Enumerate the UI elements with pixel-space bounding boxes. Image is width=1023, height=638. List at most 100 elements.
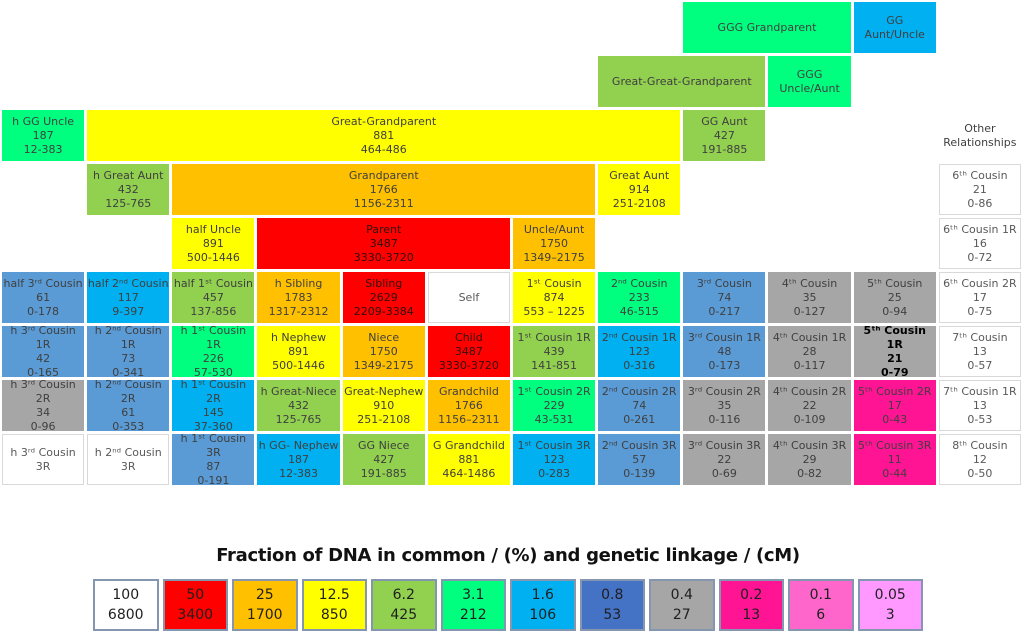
cell-avg: 57 xyxy=(632,452,647,466)
cell-7-cousin: 7ᵗʰ Cousin 13 0-57 xyxy=(938,326,1021,377)
cell-label: Grandparent xyxy=(348,168,419,182)
cell-label: h 3ʳᵈ Cousin 1R xyxy=(10,326,76,351)
legend-percent: 25 xyxy=(255,587,274,603)
legend-percent: 12.5 xyxy=(318,587,350,603)
cell-avg: 432 xyxy=(288,398,310,412)
cell-range: 0-72 xyxy=(967,250,993,264)
cell-label: h Great-Niece xyxy=(260,384,337,398)
cell-range: 0-283 xyxy=(538,466,571,480)
cell-range: 553 – 1225 xyxy=(523,304,585,318)
cell-label: Sibling xyxy=(365,276,403,290)
cell-sibling: Sibling 2629 2209-3384 xyxy=(342,272,425,323)
cell-avg: 16 xyxy=(972,236,987,250)
cell-gg-aunt-uncle: GG Aunt/Uncle xyxy=(853,2,936,53)
cell-label: 5ᵗʰ Cousin 2R xyxy=(858,384,932,398)
cell-label: 1ˢᵗ Cousin xyxy=(526,276,582,290)
cell-avg: 187 xyxy=(288,452,310,466)
cell-avg: 1750 xyxy=(369,344,398,358)
legend-cm: 13 xyxy=(742,607,761,623)
legend-swatch-0.05pct: 0.05 3 xyxy=(857,579,923,631)
cell-label: 1ˢᵗ Cousin 2R xyxy=(517,384,591,398)
cell-avg: 73 xyxy=(121,351,136,365)
cell-h-gg-uncle: h GG Uncle 187 12-383 xyxy=(2,110,85,161)
legend-percent: 6.2 xyxy=(392,587,415,603)
cell-label: h 1ˢᵗ Cousin 2R xyxy=(180,380,247,405)
cell-label: Great-Nephew xyxy=(344,384,424,398)
cell-h-2-cousin-2r: h 2ⁿᵈ Cousin 2R 61 0-353 xyxy=(87,380,170,431)
legend-percent: 0.05 xyxy=(874,587,906,603)
cell-self: Self xyxy=(427,272,510,323)
cell-range: 2209-3384 xyxy=(353,304,414,318)
cell-range: 125-765 xyxy=(105,196,152,210)
cell-label: 1ˢᵗ Cousin 3R xyxy=(517,438,591,452)
cell-avg: 874 xyxy=(543,290,565,304)
cell-range: 125-765 xyxy=(275,412,322,426)
cell-half-uncle: half Uncle 891 500-1446 xyxy=(172,218,255,269)
cell-label: 6ᵗʰ Cousin xyxy=(952,168,1008,182)
cell-label: h 3ʳᵈ Cousin 3R xyxy=(10,445,76,473)
cell-label: 3ʳᵈ Cousin 2R xyxy=(687,384,761,398)
cell-range: 0-57 xyxy=(967,358,993,372)
legend-percent: 0.4 xyxy=(670,587,693,603)
cell-avg: 42 xyxy=(36,351,51,365)
cell-range: 0-217 xyxy=(708,304,741,318)
cell-range: 0-261 xyxy=(623,412,656,426)
cell-range: 1156–2311 xyxy=(438,412,500,426)
cell-avg: 910 xyxy=(373,398,395,412)
cell-avg: 427 xyxy=(713,128,735,142)
cell-avg: 74 xyxy=(717,290,732,304)
cell-range: 0-50 xyxy=(967,466,993,480)
cell-avg: 1766 xyxy=(454,398,483,412)
cell-range: 0-316 xyxy=(623,358,656,372)
cell-range: 500-1446 xyxy=(186,250,240,264)
cell-range: 0-44 xyxy=(882,466,908,480)
legend-percent: 1.6 xyxy=(531,587,554,603)
cell-label: 3ʳᵈ Cousin 3R xyxy=(687,438,761,452)
cell-avg: 891 xyxy=(288,344,310,358)
cell-avg: 881 xyxy=(458,452,480,466)
cell-range: 0-173 xyxy=(708,358,741,372)
cell-other-relationships: Other Relationships xyxy=(939,110,1021,161)
cell-range: 464-1486 xyxy=(442,466,496,480)
cell-avg: 226 xyxy=(202,351,224,365)
cell-avg: 28 xyxy=(802,344,817,358)
legend-swatch-25pct: 25 1700 xyxy=(232,579,298,631)
cell-label: Great Aunt xyxy=(609,168,670,182)
cell-h-2-cousin-1r: h 2ⁿᵈ Cousin 1R 73 0-341 xyxy=(87,326,170,377)
cell-label: 2ⁿᵈ Cousin 3R xyxy=(601,438,677,452)
cell-avg: 74 xyxy=(632,398,647,412)
cell-4-cousin-2r: 4ᵗʰ Cousin 2R 22 0-109 xyxy=(768,380,851,431)
cell-3-cousin-2r: 3ʳᵈ Cousin 2R 35 0-116 xyxy=(683,380,766,431)
cell-avg: 17 xyxy=(887,398,902,412)
cell-label: 4ᵗʰ Cousin 2R xyxy=(772,384,847,398)
cell-avg: 21 xyxy=(887,351,903,365)
cell-avg: 21 xyxy=(972,182,987,196)
legend-cm: 1700 xyxy=(246,607,283,623)
cell-label: GGG Grandparent xyxy=(717,20,817,34)
cell-range: 0-75 xyxy=(967,304,993,318)
cell-range: 1349-2175 xyxy=(353,358,414,372)
cell-grandparent: Grandparent 1766 1156-2311 xyxy=(172,164,596,215)
cell-label: Child xyxy=(455,330,483,344)
cell-range: 46-515 xyxy=(619,304,659,318)
cell-2-cousin-2r: 2ⁿᵈ Cousin 2R 74 0-261 xyxy=(598,380,681,431)
cell-3-cousin-1r: 3ʳᵈ Cousin 1R 48 0-173 xyxy=(683,326,766,377)
cell-label: Great-Grandparent xyxy=(331,114,437,128)
cell-label: h GG Uncle xyxy=(12,114,75,128)
cell-label: GG Aunt/Uncle xyxy=(864,13,925,41)
cell-g-grandchild: G Grandchild 881 464-1486 xyxy=(427,434,510,485)
cell-label: half 1ˢᵗ Cousin xyxy=(173,276,253,290)
cell-parent: Parent 3487 3330-3720 xyxy=(257,218,510,269)
cell-avg: 25 xyxy=(887,290,902,304)
cell-avg: 87 xyxy=(206,459,221,473)
legend-percent: 3.1 xyxy=(462,587,485,603)
cell-range: 0-178 xyxy=(27,304,60,318)
cell-avg: 35 xyxy=(717,398,732,412)
legend-swatch-3.1pct: 3.1 212 xyxy=(440,579,506,631)
cell-avg: 22 xyxy=(802,398,817,412)
cell-range: 464-486 xyxy=(360,142,407,156)
cell-label: Niece xyxy=(368,330,400,344)
cell-label: Great-Great-Grandparent xyxy=(611,74,752,88)
cell-half-2-cousin: half 2ⁿᵈ Cousin 117 9-397 xyxy=(87,272,170,323)
cell-2-cousin-3r: 2ⁿᵈ Cousin 3R 57 0-139 xyxy=(598,434,681,485)
